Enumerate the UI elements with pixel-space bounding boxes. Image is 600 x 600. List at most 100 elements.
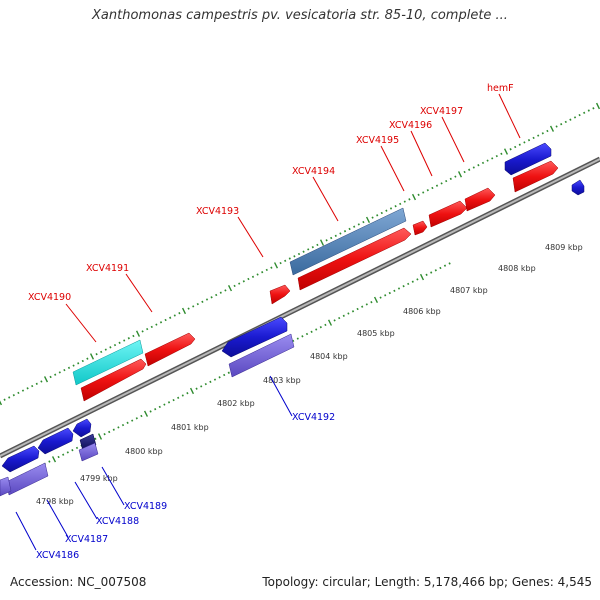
scale-tick-minor (370, 301, 373, 304)
gene-XCV4196-arrow[interactable] (428, 200, 468, 228)
genes-reverse-strand (0, 179, 585, 497)
scale-tick-minor (155, 323, 158, 326)
scale-tick-minor (224, 289, 227, 292)
scale-tick-minor (397, 287, 401, 290)
gene-labels-forward: XCV4190 XCV4191 XCV4193 XCV4194 XCV4195 … (28, 83, 514, 303)
scale-tick-minor (365, 303, 368, 306)
scale-tick-minor (178, 312, 181, 315)
gene-label-XCV4188[interactable]: XCV4188 (96, 516, 139, 527)
scale-tick-minor (118, 341, 121, 344)
scale-tick-minor (435, 184, 439, 187)
scale-tick-minor (215, 293, 218, 297)
scale-label-4799: 4799 kbp (80, 474, 118, 483)
scale-tick-minor (334, 234, 337, 237)
scale-tick-minor (140, 414, 143, 418)
gene-XCV4194-block[interactable] (289, 207, 407, 276)
gene-XCV4191-arrow[interactable] (144, 332, 196, 367)
scale-tick-minor (169, 316, 172, 319)
gene-XCV4194-arrow[interactable] (297, 227, 412, 291)
gene-label-XCV4189[interactable]: XCV4189 (124, 501, 167, 512)
scale-tick-minor (319, 326, 322, 329)
scale-tick-minor (416, 278, 419, 281)
scale-tick-minor (315, 328, 318, 331)
scale-tick-minor (301, 335, 304, 338)
scale-tick-minor (385, 209, 388, 212)
gene-next-arrow[interactable] (571, 179, 585, 196)
gene-labels-reverse: XCV4186 XCV4187 XCV4188 XCV4189 XCV4192 (36, 412, 335, 561)
scale-tick-minor (296, 337, 299, 340)
scale-tick-minor (445, 179, 448, 183)
scale-tick-minor (40, 380, 43, 383)
scale-ticks-lower (5, 262, 451, 486)
label-leader-lines (15, 93, 521, 551)
scale-tick-minor (384, 294, 387, 297)
gene-label-hemF[interactable]: hemF (487, 83, 514, 94)
scale-tick-minor (486, 159, 489, 162)
scale-tick-minor (443, 264, 447, 267)
gene-label-XCV4191[interactable]: XCV4191 (86, 263, 129, 274)
gene-label-XCV4195[interactable]: XCV4195 (356, 135, 399, 146)
scale-tick-minor (109, 346, 112, 349)
scale-tick-minor (131, 419, 134, 422)
scale-tick-minor (569, 118, 572, 121)
gene-hemF-arrow[interactable] (512, 160, 559, 193)
scale-tick-minor (353, 225, 356, 228)
scale-tick-minor (325, 239, 328, 242)
scale-label-4800: 4800 kbp (125, 447, 163, 456)
scale-tick-major (327, 319, 333, 326)
gene-XCV4193-arrow[interactable] (269, 284, 291, 305)
scale-tick-minor (223, 373, 226, 377)
scale-tick-minor (430, 271, 433, 274)
scale-tick-minor (256, 273, 259, 276)
scale-tick-minor (426, 189, 429, 192)
scale-tick-minor (77, 362, 80, 365)
scale-tick-minor (233, 284, 236, 288)
scale-tick-minor (431, 186, 434, 190)
scale-tick-minor (58, 371, 61, 374)
gene-label-XCV4197[interactable]: XCV4197 (420, 106, 463, 117)
scale-tick-major (373, 296, 379, 304)
gene-XCV4192-block[interactable] (228, 333, 295, 378)
genome-stats-text: Topology: circular; Length: 5,178,466 bp… (262, 575, 592, 589)
scale-tick-minor (251, 275, 255, 278)
scale-tick-major (419, 273, 425, 281)
gene-label-XCV4192[interactable]: XCV4192 (292, 412, 335, 423)
gene-XCV4189-arrow[interactable] (72, 418, 92, 438)
gene-XCV4187-arrow[interactable] (1, 445, 40, 473)
scale-tick-minor (411, 280, 414, 283)
gene-XCV4190-arrow[interactable] (80, 358, 147, 402)
scale-tick-minor (388, 291, 391, 295)
scale-ticks-upper (0, 102, 600, 406)
scale-tick-minor (195, 387, 198, 390)
gene-label-XCV4196[interactable]: XCV4196 (389, 120, 432, 131)
gene-XCV4197-arrow[interactable] (464, 187, 496, 212)
scale-tick-minor (338, 316, 341, 320)
scale-tick-minor (49, 375, 52, 379)
scale-tick-minor (205, 298, 209, 301)
gene-label-XCV4186[interactable]: XCV4186 (36, 550, 79, 561)
gene-XCV4192-arrow[interactable] (221, 316, 288, 358)
gene-label-XCV4194[interactable]: XCV4194 (292, 166, 335, 177)
gene-label-XCV4193[interactable]: XCV4193 (196, 206, 239, 217)
scale-label-4805: 4805 kbp (357, 329, 395, 338)
gene-XCV4188-block[interactable] (78, 442, 99, 462)
gene-XCV4188-arrow[interactable] (37, 427, 74, 455)
scale-tick-minor (403, 200, 406, 203)
scale-tick-minor (167, 401, 171, 404)
scale-tick-minor (201, 300, 204, 303)
gene-label-XCV4190[interactable]: XCV4190 (28, 292, 71, 303)
scale-tick-major (549, 125, 555, 132)
scale-tick-minor (270, 266, 273, 269)
gene-XCV4190-block[interactable] (72, 339, 144, 386)
gene-hemF-block[interactable] (504, 142, 552, 176)
gene-label-XCV4187[interactable]: XCV4187 (65, 534, 108, 545)
scale-tick-minor (196, 302, 199, 306)
scale-tick-minor (71, 449, 74, 452)
gene-XCV4195-arrow[interactable] (412, 220, 428, 236)
page-title: Xanthomonas campestris pv. vesicatoria s… (92, 8, 508, 23)
gene-XCV4186-block[interactable] (0, 476, 12, 497)
scale-tick-minor (339, 232, 342, 235)
scale-tick-minor (592, 107, 595, 110)
